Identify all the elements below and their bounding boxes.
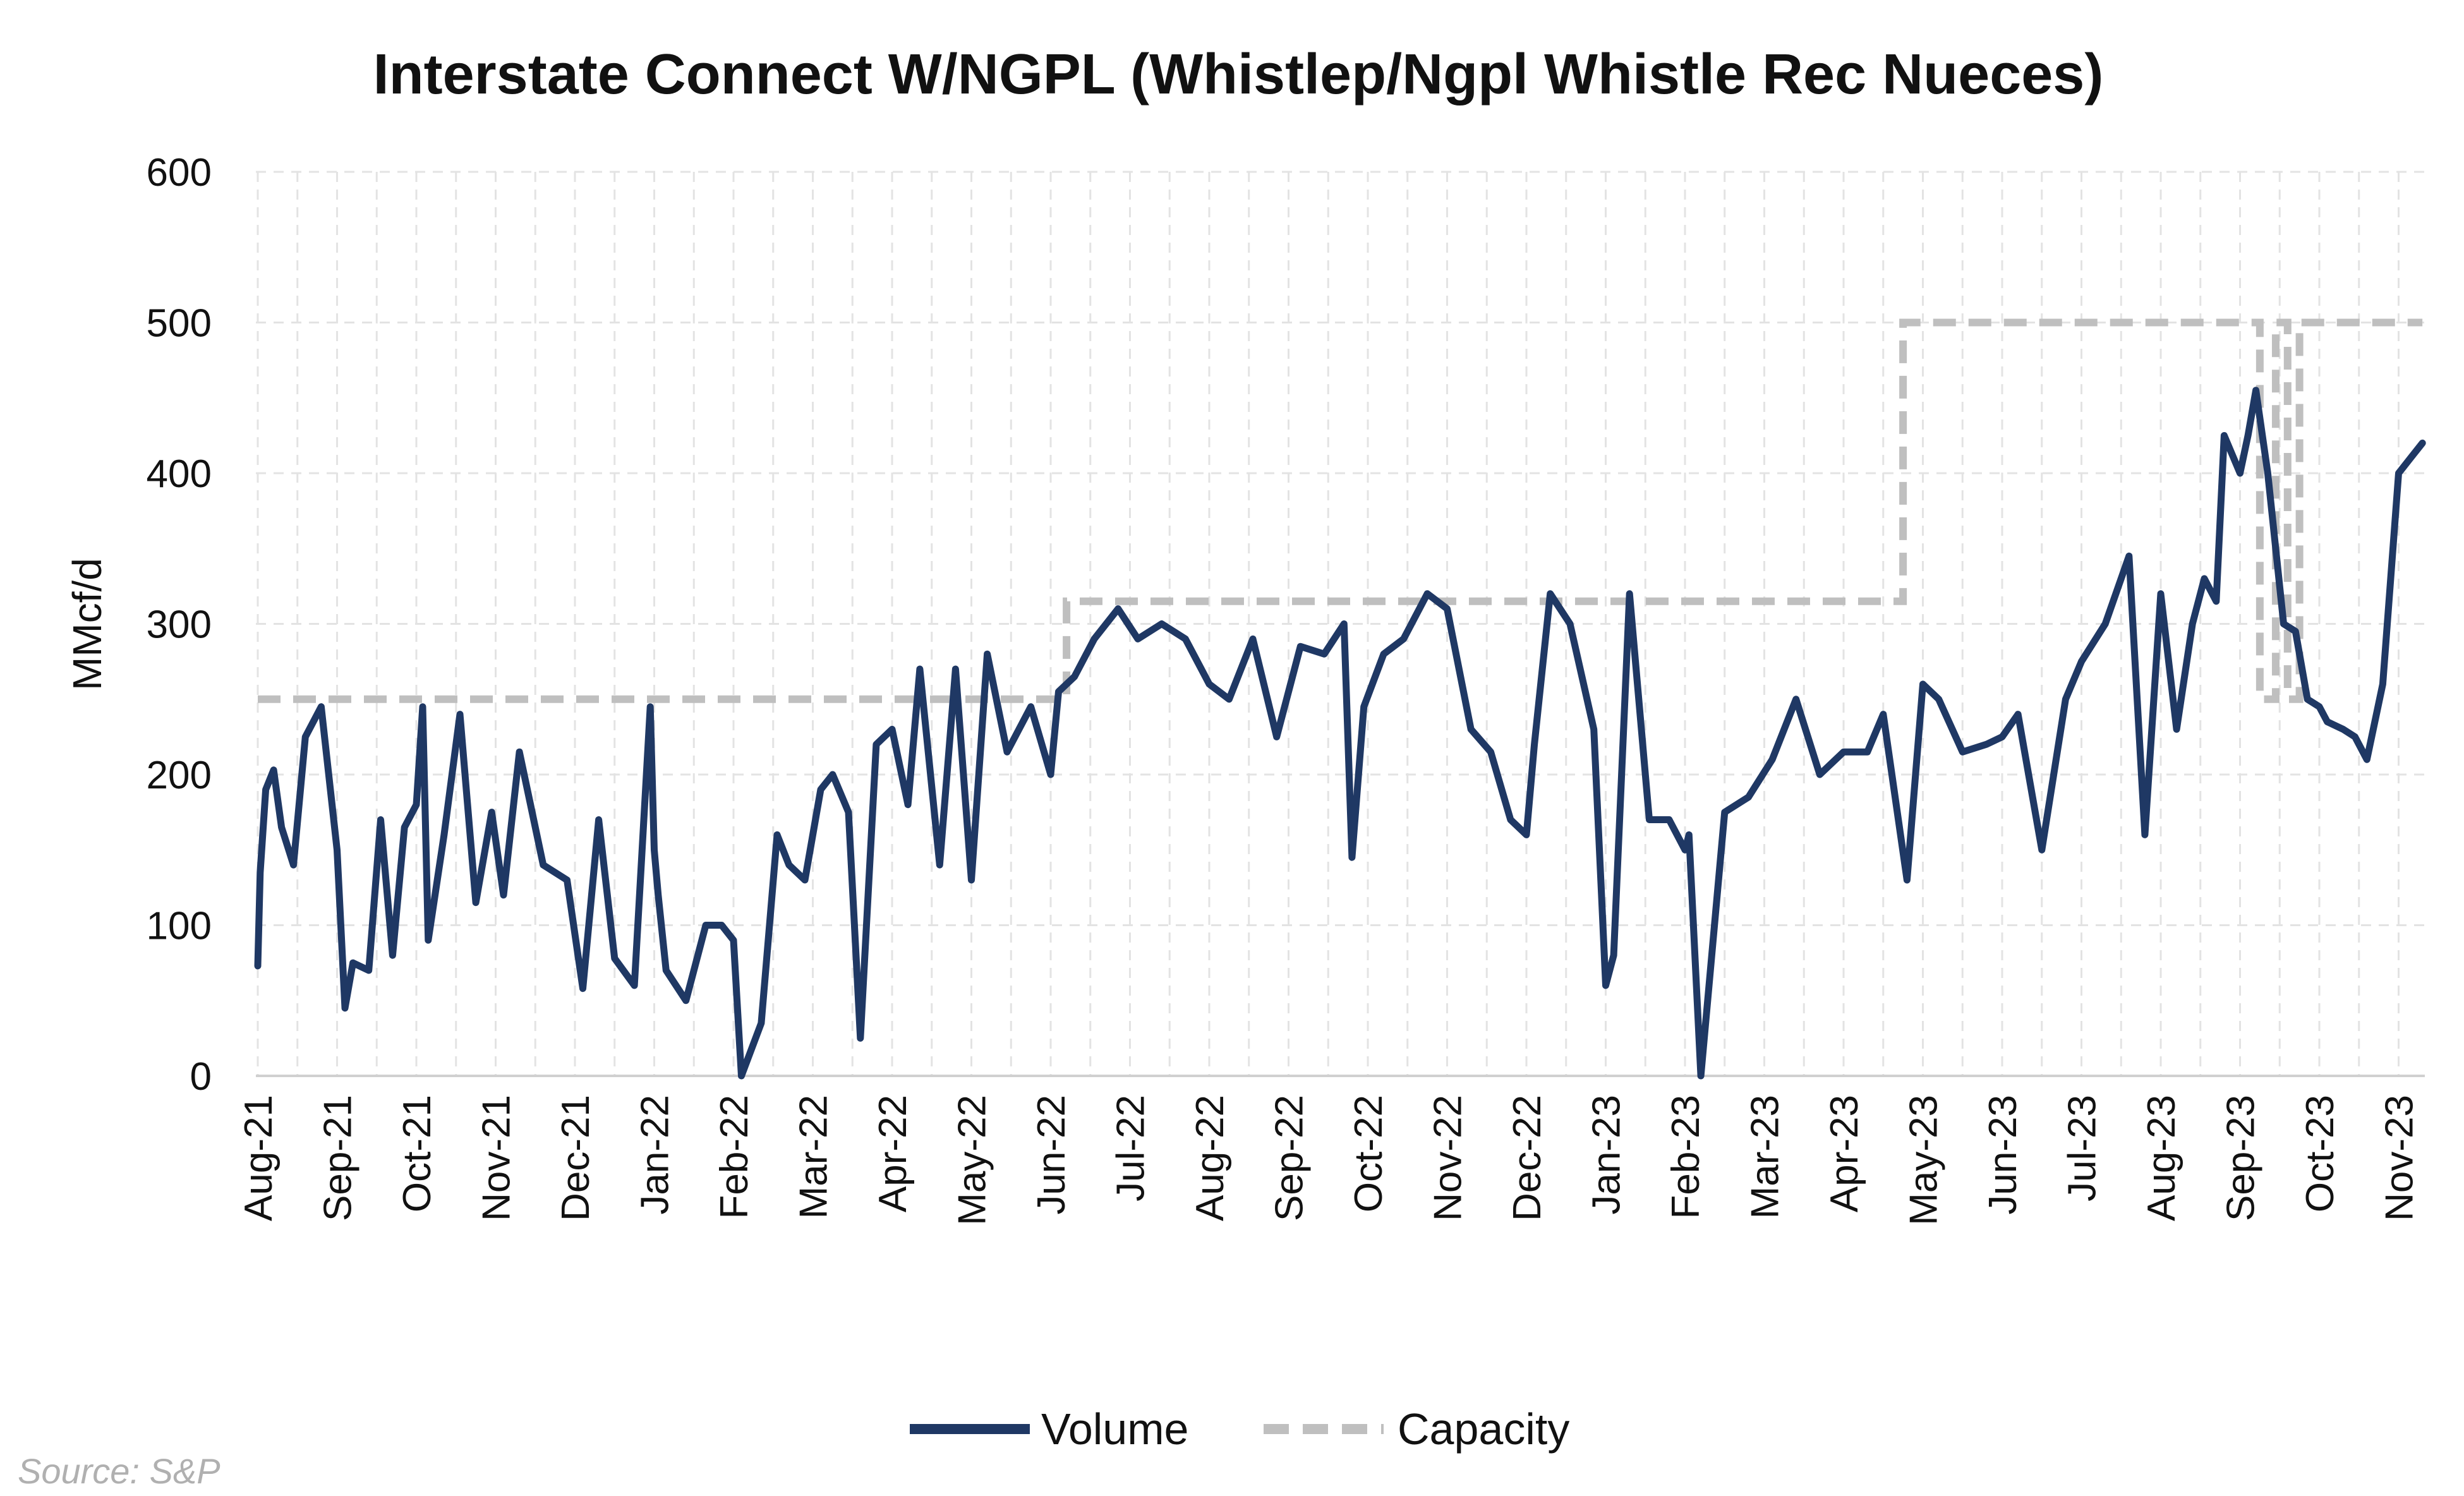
x-tick-label: Jul-22 [1109, 1095, 1153, 1202]
x-tick-label: Aug-22 [1188, 1095, 1232, 1221]
legend-label-volume: Volume [1041, 1404, 1188, 1454]
y-axis-label: MMcf/d [64, 558, 110, 691]
volume-line [254, 387, 2426, 1080]
x-tick-label: Aug-23 [2140, 1095, 2183, 1221]
x-tick-label: Jan-22 [634, 1095, 677, 1215]
x-tick-label: May-22 [951, 1095, 994, 1226]
y-tick-label: 500 [147, 302, 212, 346]
x-tick-label: Dec-21 [554, 1095, 598, 1221]
x-tick-label: Sep-22 [1268, 1095, 1312, 1221]
x-tick-label: Jun-23 [1981, 1095, 2025, 1215]
x-tick-label: Sep-23 [2219, 1095, 2263, 1221]
x-tick-label: Aug-21 [237, 1095, 281, 1221]
x-tick-label: Feb-23 [1664, 1095, 1708, 1219]
x-tick-label: Oct-21 [396, 1095, 439, 1212]
x-tick-labels: Aug-21 Sep-21 Oct-21 Nov-21 Dec-21 Jan-22 Feb-… [237, 1095, 2422, 1226]
capacity-line [258, 318, 2423, 703]
chart-title: Interstate Connect W/NGPL (Whistlep/Ngpl… [373, 43, 2104, 106]
legend-label-capacity: Capacity [1398, 1404, 1569, 1454]
x-tick-label: Nov-21 [475, 1095, 519, 1221]
y-tick-label: 100 [147, 905, 212, 948]
x-tick-label: Nov-23 [2378, 1095, 2422, 1221]
x-tick-label: Mar-22 [792, 1095, 836, 1219]
x-tick-label: Dec-22 [1506, 1095, 1549, 1221]
x-tick-label: Apr-22 [871, 1095, 915, 1212]
x-tick-label: Sep-21 [317, 1095, 360, 1221]
x-tick-label: May-23 [1902, 1095, 1946, 1226]
x-tick-label: Oct-23 [2298, 1095, 2342, 1212]
x-tick-label: Apr-23 [1823, 1095, 1866, 1212]
y-tick-label: 400 [147, 452, 212, 496]
y-tick-label: 300 [147, 603, 212, 647]
y-tick-label: 0 [190, 1055, 212, 1099]
x-tick-label: Jun-22 [1030, 1095, 1073, 1215]
x-tick-label: Nov-22 [1427, 1095, 1470, 1221]
x-tick-label: Jan-23 [1585, 1095, 1629, 1215]
x-tick-label: Mar-23 [1744, 1095, 1787, 1219]
x-tick-label: Oct-22 [1347, 1095, 1391, 1212]
x-tick-label: Feb-22 [713, 1095, 756, 1219]
source-note: Source: S&P [18, 1451, 220, 1491]
series-lines [254, 318, 2426, 1080]
y-tick-label: 600 [147, 151, 212, 195]
legend: Volume Capacity [910, 1404, 1569, 1454]
y-tick-label: 200 [147, 754, 212, 797]
y-tick-labels: 0 100 200 300 400 500 600 [147, 151, 212, 1099]
x-tick-label: Jul-23 [2061, 1095, 2105, 1202]
